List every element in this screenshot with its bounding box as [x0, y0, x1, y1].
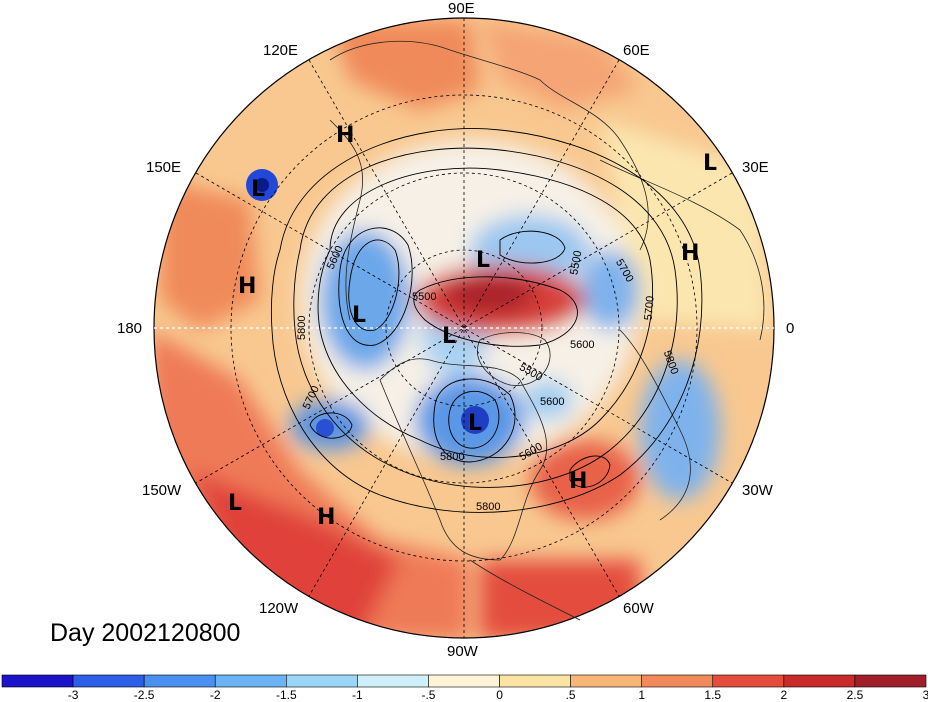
colorbar-tick-label: 2 [780, 688, 788, 702]
lon-label-150w: 150W [142, 482, 182, 499]
pressure-center-label: L [703, 151, 717, 176]
meridians [154, 18, 774, 638]
pressure-center-label: L [352, 303, 366, 328]
pressure-center-label: L [468, 411, 482, 436]
lon-label-120w: 120W [259, 600, 299, 617]
lon-label-30w: 30W [742, 482, 773, 499]
lon-label-180: 180 [117, 320, 143, 337]
pressure-center-label: L [442, 324, 456, 349]
colorbar-swatch [854, 674, 927, 688]
contour-label: 5500 [412, 291, 436, 303]
colorbar-tick-label: -.5 [421, 688, 436, 702]
colorbar-swatch [286, 674, 358, 688]
colorbar-swatch [428, 674, 500, 688]
colorbar-swatch [570, 674, 642, 688]
date-title: Day 2002120800 [50, 619, 241, 647]
pressure-center-label: L [251, 177, 265, 202]
colorbar-swatch [357, 674, 429, 688]
colorbar-tick-label: 3 [922, 688, 928, 702]
colorbar-swatch [1, 674, 74, 688]
lon-label-90e: 90E [448, 0, 475, 17]
colorbar-tick-label: -2 [209, 688, 221, 702]
colorbar-tick-label: -1.5 [275, 688, 297, 702]
pressure-center-label: L [228, 491, 242, 516]
colorbar-swatch [641, 674, 714, 688]
colorbar-tick-label: 0 [496, 688, 503, 702]
colorbar-tick-label: 1.5 [704, 688, 722, 702]
lon-label-60w: 60W [623, 600, 654, 617]
lon-label-0: 0 [786, 320, 795, 337]
pressure-centers: H L L H H L L L L H L H [228, 123, 717, 530]
contour-label: 5700 [643, 295, 657, 320]
colorbar-swatch [72, 674, 145, 688]
colorbar-tick-label: -3 [67, 688, 79, 702]
lon-label-60e: 60E [623, 42, 650, 59]
colorbar-swatch [783, 674, 856, 688]
contour-label: 5800 [476, 501, 500, 513]
geopotential-contours [270, 128, 703, 513]
colorbar-swatch [499, 674, 571, 688]
contour-label: 5800 [296, 316, 308, 340]
pressure-center-label: L [476, 248, 490, 273]
pressure-center-label: H [569, 469, 587, 494]
contour-label: 5600 [570, 339, 594, 351]
pressure-center-label: H [317, 505, 335, 530]
coastlines [329, 40, 765, 621]
colorbar-tick-label: 1 [638, 688, 646, 702]
pressure-center-label: H [681, 241, 699, 266]
anomaly-field [154, 18, 774, 638]
colorbar-tick-label: .5 [565, 688, 576, 702]
contour-label: 5800 [440, 451, 464, 463]
colorbar [1, 674, 927, 688]
colorbar-swatch [214, 674, 287, 688]
lon-label-90w: 90W [447, 643, 478, 660]
contour-label: 5600 [540, 396, 564, 408]
colorbar-swatch [143, 674, 216, 688]
colorbar-tick-label: -1 [352, 688, 363, 702]
colorbar-tick-label: -2.5 [133, 688, 155, 702]
lon-label-150e: 150E [146, 159, 182, 176]
pressure-center-label: H [336, 123, 354, 148]
contour-label: 5500 [568, 250, 584, 276]
colorbar-tick-label: 2.5 [846, 688, 864, 702]
lon-label-30e: 30E [742, 159, 769, 176]
pressure-center-label: H [238, 274, 256, 299]
lon-label-120e: 120E [263, 42, 299, 59]
polar-map: 5600 5700 5800 5500 5600 5700 5800 5700 … [153, 17, 775, 639]
colorbar-swatch [712, 674, 785, 688]
